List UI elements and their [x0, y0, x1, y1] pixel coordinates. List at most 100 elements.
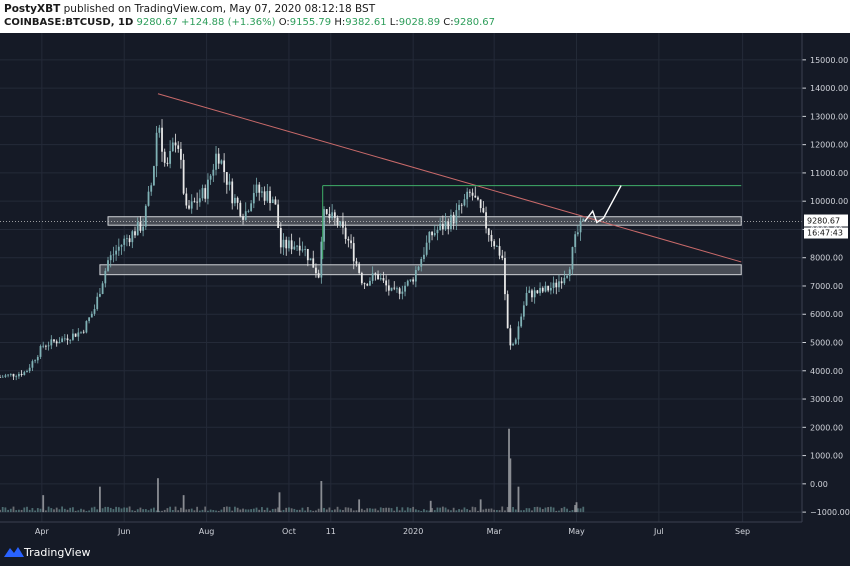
volume-bar: [485, 508, 487, 513]
candle-body: [34, 360, 37, 362]
candle: [161, 119, 163, 162]
volume-bar: [63, 508, 66, 513]
candle: [517, 321, 520, 345]
candle: [509, 324, 512, 350]
candle: [552, 276, 555, 294]
volume-bar: [493, 509, 496, 513]
candle-body: [212, 169, 215, 176]
volume-bar: [512, 507, 514, 513]
candle-body: [420, 259, 423, 267]
candle-body: [377, 273, 379, 280]
candle: [99, 287, 101, 298]
volume-bar: [0, 509, 1, 513]
volume-bar: [444, 507, 447, 513]
volume-spike: [517, 486, 520, 513]
volume-bar: [420, 510, 423, 513]
volume-spike: [182, 495, 185, 513]
candle: [166, 157, 169, 167]
candle-body: [309, 258, 312, 261]
volume-bar: [566, 508, 568, 513]
tradingview-brand[interactable]: TradingView: [24, 546, 91, 559]
candle-body: [317, 273, 320, 278]
author-name[interactable]: PostyXBT: [4, 3, 61, 15]
volume-bar: [323, 507, 325, 513]
candle: [53, 339, 55, 344]
volume-bar: [558, 510, 560, 513]
volume-bar: [401, 507, 404, 513]
high-label: H:: [334, 17, 346, 28]
candle: [501, 249, 504, 261]
candle: [401, 285, 404, 300]
candle: [477, 195, 479, 201]
candle: [333, 209, 336, 226]
candle: [331, 204, 334, 221]
candle-body: [315, 267, 317, 274]
candle-body: [58, 341, 61, 344]
candle-body: [242, 216, 244, 220]
volume-bar: [220, 509, 223, 513]
volume-bar: [342, 510, 344, 513]
candle-body: [296, 245, 298, 247]
candle-body: [50, 339, 53, 346]
candle-body: [31, 361, 34, 368]
volume-bar: [425, 510, 428, 513]
time-tick-label: May: [568, 527, 585, 536]
candle-body: [555, 282, 558, 288]
volume-bar: [9, 508, 12, 513]
candle-body: [107, 260, 109, 271]
candle-body: [574, 234, 577, 248]
candle-body: [382, 278, 385, 281]
volume-bar: [317, 508, 320, 513]
candle-body: [101, 283, 104, 294]
volume-bar: [579, 508, 582, 513]
volume-bars: [0, 428, 585, 513]
volume-bar: [180, 507, 182, 513]
candle: [112, 246, 115, 263]
candle: [126, 234, 128, 247]
candle: [266, 184, 269, 203]
candle-body: [7, 374, 10, 376]
candle: [387, 279, 390, 296]
volume-bar: [134, 510, 136, 513]
volume-bar: [1, 507, 4, 513]
price-tick-label: 6000.00: [810, 310, 843, 319]
candle: [339, 221, 342, 228]
time-tick-label: Oct: [282, 527, 296, 536]
volume-bar: [460, 509, 463, 513]
candle: [293, 241, 296, 251]
candle: [174, 133, 177, 153]
volume-bar: [39, 508, 42, 513]
volume-bar: [190, 508, 193, 513]
candle-body: [231, 181, 234, 204]
candle-body: [239, 202, 242, 217]
candle: [158, 124, 161, 138]
candle: [358, 261, 361, 275]
candle-body: [495, 246, 498, 247]
candle-body: [498, 246, 501, 256]
candle-body: [112, 254, 115, 256]
candle-body: [579, 221, 582, 233]
candle-body: [90, 313, 93, 318]
candle-body: [93, 309, 96, 314]
candle: [531, 288, 533, 302]
volume-bar: [58, 509, 61, 513]
volume-bar: [266, 507, 269, 513]
candle-body: [88, 317, 91, 322]
candle: [495, 244, 498, 247]
volume-bar: [93, 506, 96, 513]
candle-body: [150, 185, 153, 192]
candle-body: [85, 321, 88, 333]
candle-body: [63, 338, 66, 340]
volume-bar: [155, 510, 158, 513]
price-tick-label: 8000.00: [810, 254, 843, 263]
candle-body: [128, 238, 131, 243]
candle-body: [171, 142, 174, 152]
candle: [209, 173, 212, 185]
candle: [566, 274, 568, 279]
volume-bar: [72, 507, 74, 513]
candle-body: [431, 231, 433, 236]
candle-body: [504, 258, 506, 295]
tradingview-logo-icon[interactable]: [4, 545, 24, 559]
